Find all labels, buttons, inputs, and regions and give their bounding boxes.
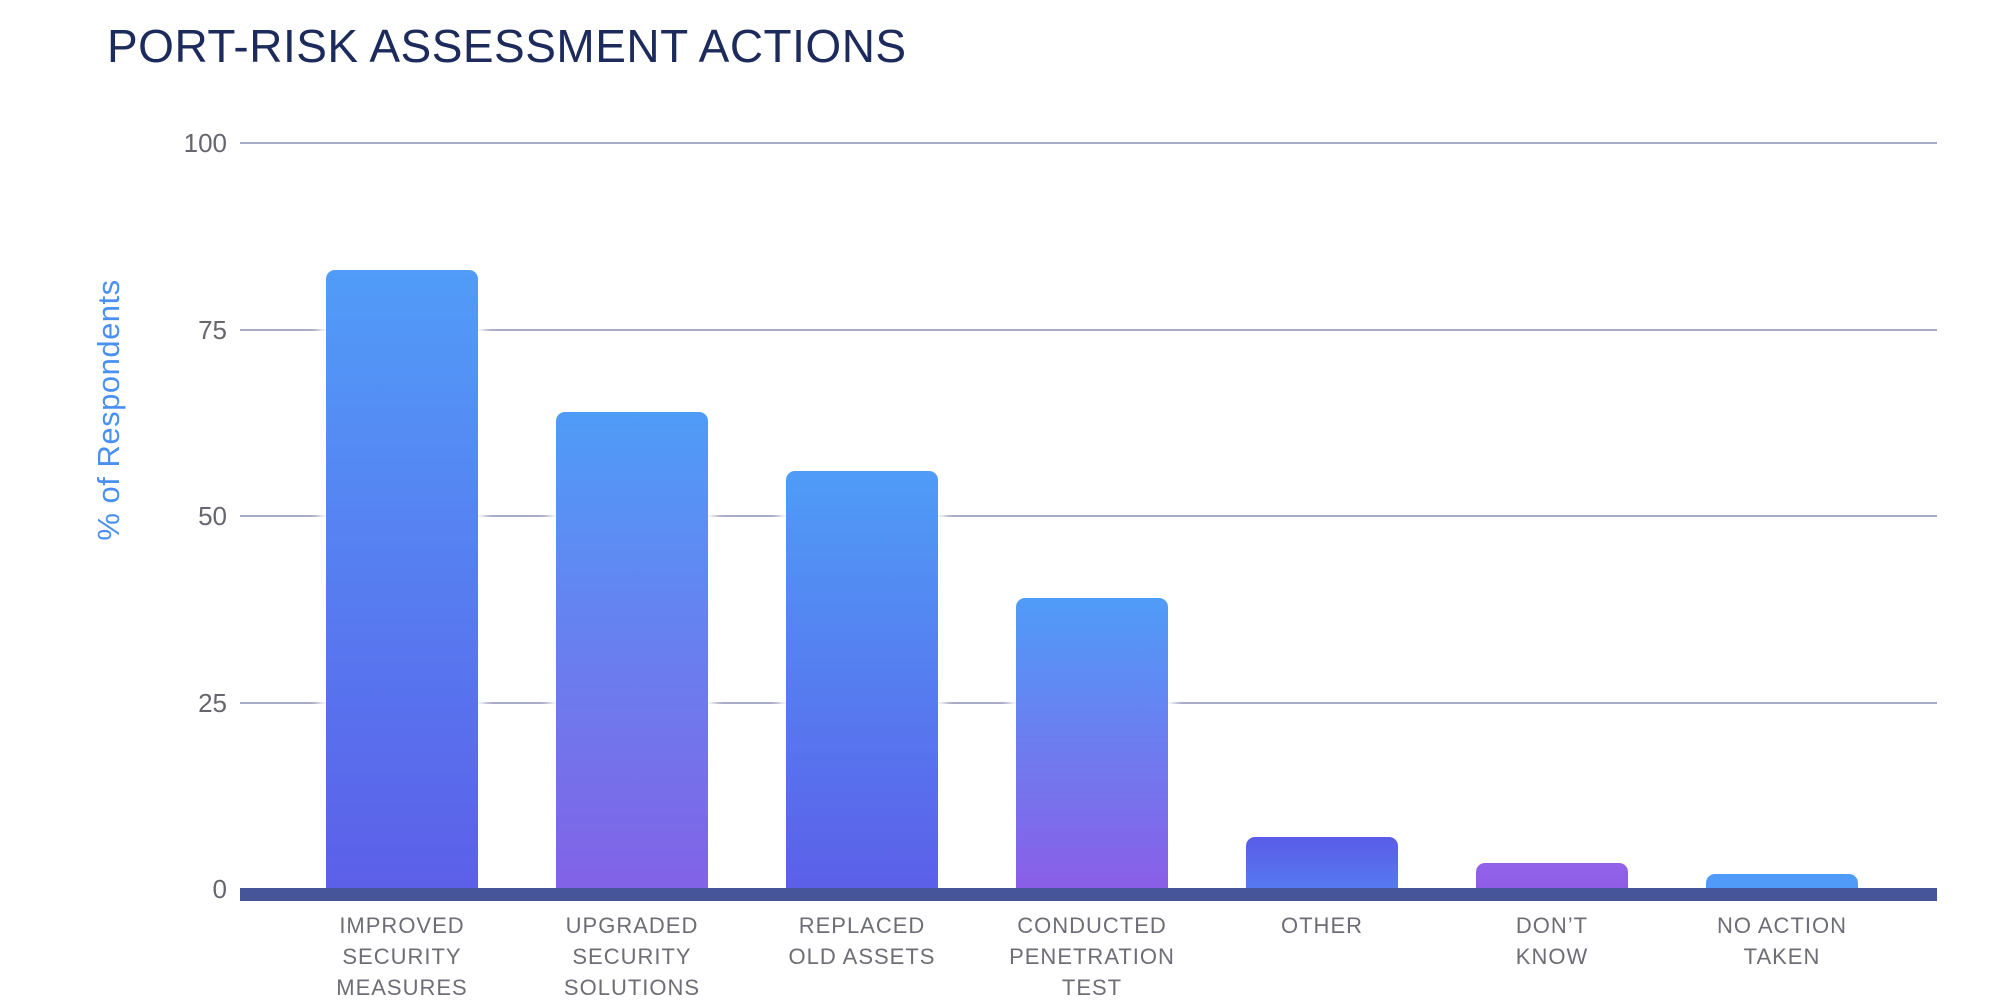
bar-don-t-know — [1476, 862, 1628, 889]
bar-conducted-penetration-test — [1016, 598, 1168, 889]
x-label-line: OLD ASSETS — [788, 944, 936, 969]
x-label-line: OTHER — [1281, 913, 1363, 938]
y-tick-label-25: 25 — [198, 687, 227, 718]
x-label-line: PENETRATION — [1009, 944, 1175, 969]
x-label-line: TEST — [1061, 975, 1123, 1000]
x-label-other: OTHER — [1202, 910, 1442, 941]
gridline-50 — [240, 515, 1937, 517]
x-label-line: TAKEN — [1743, 944, 1821, 969]
bar-no-action-taken — [1706, 874, 1858, 889]
gridline-75 — [240, 328, 1937, 331]
x-label-replaced-old-assets: REPLACED OLD ASSETS — [742, 910, 982, 972]
x-label-don-t-know: DON’T KNOW — [1432, 910, 1672, 972]
x-label-line: NO ACTION — [1716, 913, 1847, 938]
x-label-line: IMPROVED — [339, 913, 465, 938]
x-label-line: DON’T — [1515, 913, 1589, 938]
x-label-line: UPGRADED — [565, 913, 699, 938]
bar-other — [1246, 836, 1398, 889]
bar-replaced-old-assets — [786, 471, 938, 889]
x-label-line: SECURITY — [572, 944, 692, 969]
x-label-line: SOLUTIONS — [563, 975, 701, 1000]
x-label-line: REPLACED — [798, 913, 926, 938]
y-tick-label-75: 75 — [198, 314, 227, 345]
x-label-line: CONDUCTED — [1017, 913, 1167, 938]
y-tick-label-50: 50 — [198, 501, 227, 531]
x-axis-baseline — [240, 888, 1937, 901]
y-tick-label-0: 0 — [212, 874, 227, 904]
x-label-improved-security-measures: IMPROVED SECURITY MEASURES — [282, 910, 522, 1001]
y-tick-label-100: 100 — [183, 128, 227, 158]
x-label-upgraded-security-solutions: UPGRADED SECURITY SOLUTIONS — [512, 910, 752, 1001]
x-label-no-action-taken: NO ACTION TAKEN — [1662, 910, 1902, 972]
x-label-line: MEASURES — [336, 975, 468, 1000]
bar-upgraded-security-solutions — [556, 411, 708, 889]
x-label-line: KNOW — [1515, 944, 1589, 969]
chart-title: PORT-RISK ASSESSMENT ACTIONS — [107, 20, 907, 72]
gridline-100 — [240, 142, 1937, 144]
x-label-line: SECURITY — [342, 944, 462, 969]
x-label-conducted-penetration-test: CONDUCTED PENETRATION TEST — [972, 910, 1212, 1001]
bar-improved-security-measures — [326, 269, 478, 889]
